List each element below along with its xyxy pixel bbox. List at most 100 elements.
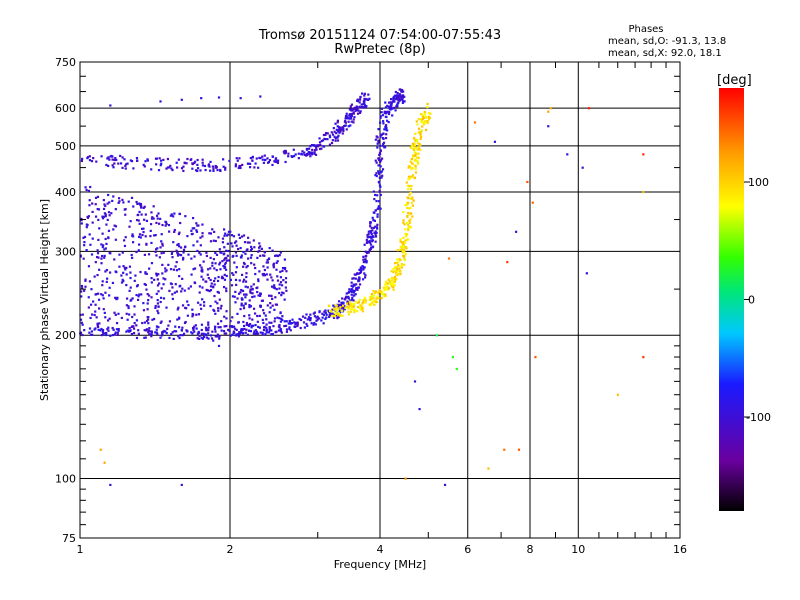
trace-point: [392, 270, 395, 274]
trace-point: [349, 105, 352, 108]
trace-point: [253, 166, 256, 169]
trace-point: [357, 301, 361, 304]
spread-point: [101, 294, 104, 297]
spread-point: [197, 313, 201, 316]
spread-point: [158, 222, 161, 225]
spread-point: [114, 313, 117, 316]
spread-point: [232, 330, 235, 333]
spread-point: [221, 237, 225, 240]
scattered-point: [212, 339, 215, 342]
trace-point: [390, 98, 393, 101]
trace-point: [129, 159, 132, 162]
spread-point: [235, 328, 238, 331]
trace-point: [379, 165, 382, 168]
spread-point: [226, 254, 229, 257]
spread-point: [102, 297, 105, 300]
trace-point: [352, 291, 356, 294]
spread-point: [259, 294, 262, 297]
spread-point: [160, 252, 163, 255]
trace-point: [419, 148, 422, 152]
spread-point: [151, 216, 154, 219]
trace-point: [318, 137, 321, 140]
trace-point: [366, 234, 369, 237]
spread-point: [234, 271, 238, 274]
trace-point: [377, 128, 380, 131]
trace-point: [345, 292, 348, 295]
spread-point: [263, 268, 266, 272]
trace-point: [350, 293, 353, 296]
trace-point: [381, 168, 385, 171]
trace-point: [364, 298, 367, 302]
spread-point: [245, 272, 248, 275]
trace-point: [426, 121, 429, 125]
spread-point: [90, 253, 94, 256]
trace-point: [400, 97, 403, 100]
trace-point: [415, 120, 418, 123]
trace-point: [396, 91, 399, 95]
trace-point: [357, 286, 360, 289]
trace-point: [417, 145, 420, 149]
spread-point: [196, 249, 199, 253]
trace-point: [242, 324, 246, 328]
x-tick-label: 4: [377, 543, 384, 556]
trace-point: [234, 334, 238, 337]
spread-point: [102, 308, 105, 311]
trace-point: [380, 170, 383, 173]
spread-point: [85, 226, 88, 229]
trace-point: [339, 306, 342, 309]
spread-point: [125, 304, 128, 307]
spread-point: [227, 249, 230, 253]
trace-point: [328, 143, 332, 146]
trace-point: [155, 157, 158, 160]
trace-point: [346, 117, 350, 120]
trace-point: [356, 272, 359, 275]
spread-point: [101, 232, 104, 235]
trace-point: [112, 328, 115, 331]
trace-point: [390, 278, 394, 281]
trace-point: [377, 157, 380, 160]
trace-point: [292, 148, 295, 151]
trace-point: [356, 309, 359, 313]
spread-point: [82, 257, 85, 260]
spread-point: [262, 272, 266, 276]
spread-point: [144, 272, 147, 275]
spread-point: [240, 288, 243, 292]
trace-point: [352, 118, 355, 121]
trace-point: [401, 98, 404, 101]
trace-point: [355, 283, 358, 286]
scattered-point: [526, 180, 529, 184]
trace-point: [389, 101, 392, 104]
spread-point: [125, 273, 128, 276]
trace-point: [395, 270, 398, 274]
trace-point: [329, 309, 332, 313]
trace-point: [337, 309, 341, 312]
trace-point: [322, 145, 325, 148]
spread-point: [137, 219, 140, 222]
spread-point: [156, 278, 159, 281]
trace-point: [263, 154, 266, 157]
trace-point: [416, 138, 419, 142]
spread-point: [129, 271, 132, 274]
trace-point: [296, 324, 299, 328]
spread-point: [118, 200, 121, 203]
trace-point: [361, 307, 364, 310]
spread-point: [125, 297, 129, 300]
trace-point: [315, 319, 318, 322]
trace-point: [88, 159, 92, 162]
trace-point: [347, 310, 350, 313]
spread-point: [95, 255, 99, 259]
trace-point: [400, 95, 403, 98]
spread-point: [213, 267, 216, 270]
spread-point: [227, 259, 230, 262]
trace-point: [407, 225, 411, 228]
spread-point: [138, 235, 141, 238]
trace-point: [351, 277, 354, 280]
trace-point: [369, 297, 373, 301]
spread-point: [176, 318, 179, 321]
spread-point: [154, 250, 157, 254]
trace-point: [318, 310, 321, 313]
trace-point: [316, 318, 319, 321]
spread-point: [178, 316, 181, 319]
trace-point: [240, 329, 243, 332]
trace-point: [268, 159, 272, 162]
